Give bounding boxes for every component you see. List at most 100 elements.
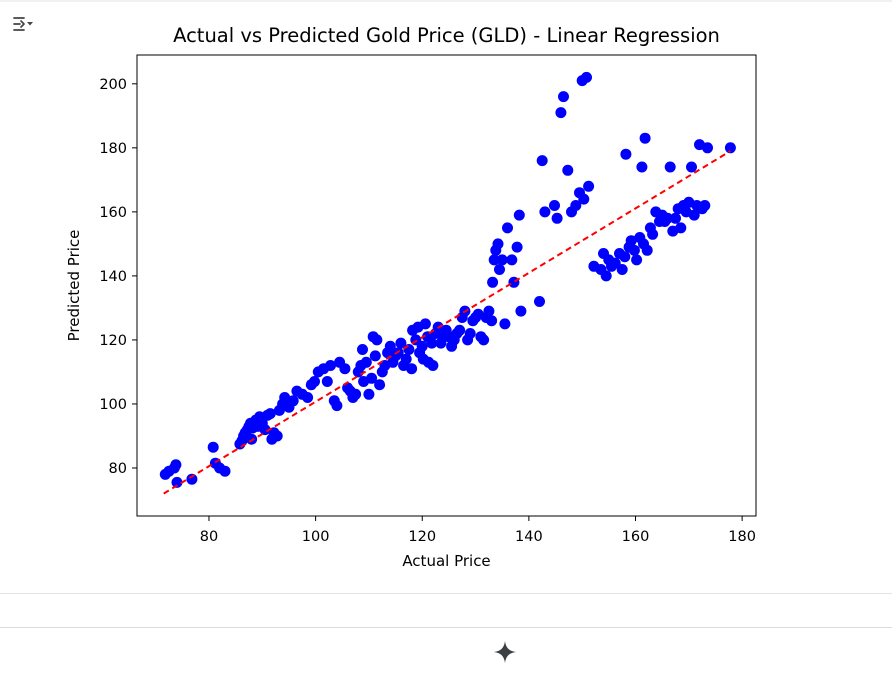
data-point (371, 334, 383, 346)
data-point (515, 305, 527, 317)
data-point (400, 353, 412, 365)
data-point (325, 360, 336, 371)
data-point (628, 244, 640, 256)
chart-title: Actual vs Predicted Gold Price (GLD) - L… (173, 24, 720, 47)
data-point (499, 318, 511, 330)
data-point (271, 430, 283, 442)
data-point (641, 244, 653, 256)
data-point (570, 200, 582, 211)
data-point (264, 408, 276, 420)
data-point (483, 305, 495, 317)
data-point (360, 356, 372, 368)
data-point (374, 379, 386, 391)
data-point (664, 161, 676, 173)
data-point (246, 433, 258, 445)
data-point (536, 155, 548, 167)
data-point (287, 395, 299, 407)
x-tick-label: 140 (515, 529, 543, 545)
data-point (339, 363, 351, 375)
data-point (636, 161, 648, 173)
ideal-fit-line (163, 150, 731, 495)
data-point (363, 388, 375, 400)
chart-output: Actual vs Predicted Gold Price (GLD) - L… (65, 24, 757, 570)
data-point (426, 337, 438, 349)
data-point (513, 209, 525, 221)
data-point (686, 161, 697, 173)
data-point (558, 91, 569, 103)
data-point (724, 142, 736, 154)
data-point (539, 206, 551, 218)
data-point (562, 164, 574, 176)
data-point (496, 254, 508, 266)
x-tick-label: 80 (200, 529, 218, 545)
data-point (416, 340, 428, 352)
data-point (502, 222, 513, 234)
data-point (583, 180, 595, 192)
data-point (675, 222, 687, 234)
data-point (619, 251, 631, 263)
y-tick-label: 80 (109, 461, 127, 477)
output-divider (0, 593, 892, 594)
data-point (406, 363, 418, 375)
cell-divider (0, 627, 892, 628)
data-point (549, 200, 560, 211)
data-point (279, 392, 291, 403)
x-tick-label: 180 (728, 529, 756, 545)
data-point (478, 334, 490, 346)
y-tick-label: 200 (99, 77, 127, 93)
y-tick-label: 160 (99, 205, 127, 221)
gemini-sparkle-button[interactable] (491, 638, 519, 666)
data-point (616, 264, 628, 275)
data-point (662, 212, 673, 224)
data-point (639, 132, 651, 144)
sparkle-icon (494, 641, 516, 663)
data-points (159, 71, 736, 488)
data-point (259, 424, 271, 436)
data-point (494, 264, 505, 275)
data-point (702, 142, 713, 154)
data-point (581, 71, 592, 83)
data-point (488, 254, 500, 266)
data-point (170, 459, 182, 471)
data-point (207, 441, 219, 453)
data-point (395, 337, 407, 349)
data-point (369, 350, 381, 362)
data-point (492, 238, 504, 250)
data-point (384, 340, 396, 352)
data-point (600, 270, 612, 282)
reference-line-group (163, 150, 731, 495)
data-point (647, 228, 659, 240)
data-point (631, 254, 643, 266)
data-point (454, 324, 466, 336)
data-point (321, 376, 333, 387)
data-point (464, 328, 476, 339)
data-point (506, 254, 518, 266)
data-point (350, 388, 362, 400)
data-point (219, 465, 231, 477)
x-axis-label: Actual Price (402, 552, 490, 570)
data-point (551, 212, 563, 224)
x-tick-label: 160 (622, 529, 650, 545)
data-point (302, 392, 314, 403)
data-point (487, 276, 499, 288)
data-point (357, 344, 368, 355)
data-point (331, 400, 343, 412)
data-point (403, 344, 415, 355)
data-point (609, 257, 621, 269)
x-axis: 80 100 120 140 160 180 (200, 516, 756, 545)
data-point (534, 296, 545, 307)
data-point (578, 193, 590, 205)
y-tick-label: 100 (99, 397, 127, 413)
cell-top-border (0, 0, 892, 2)
output-collapse-button[interactable] (10, 12, 36, 36)
data-point (186, 473, 198, 485)
data-point (670, 212, 681, 224)
data-point (511, 241, 523, 253)
data-point (427, 360, 439, 371)
data-point (309, 376, 320, 387)
data-point (171, 476, 183, 488)
data-point (555, 107, 567, 119)
y-tick-label: 140 (99, 269, 127, 285)
y-tick-label: 180 (99, 141, 127, 157)
data-point (625, 235, 637, 247)
